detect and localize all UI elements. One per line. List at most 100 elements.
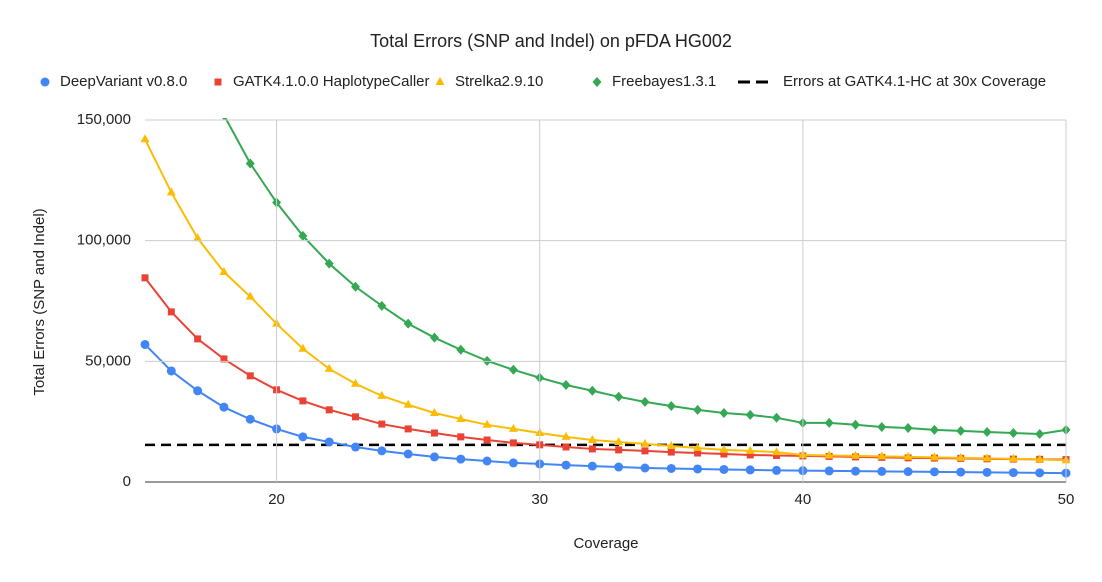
- marker: [641, 447, 649, 455]
- marker: [587, 385, 597, 396]
- marker: [877, 421, 887, 432]
- marker: [298, 343, 308, 352]
- marker: [719, 444, 729, 453]
- marker: [614, 462, 624, 472]
- marker: [850, 466, 860, 476]
- series-line: [144, 277, 1067, 461]
- marker: [404, 425, 412, 433]
- marker: [221, 118, 226, 121]
- marker: [377, 446, 387, 456]
- marker: [666, 400, 676, 411]
- marker: [615, 446, 623, 454]
- marker: [324, 258, 334, 269]
- marker: [693, 404, 703, 415]
- marker: [403, 399, 413, 408]
- y-tick-label: 0: [123, 473, 131, 490]
- x-axis-title: Coverage: [573, 535, 638, 552]
- marker: [1035, 454, 1045, 463]
- series-line: [144, 138, 1067, 462]
- marker: [773, 451, 781, 459]
- legend-marker: [40, 77, 50, 87]
- marker: [824, 466, 834, 476]
- marker: [298, 230, 308, 241]
- marker: [929, 467, 939, 477]
- marker: [403, 318, 413, 329]
- x-tick-label: 50: [1058, 491, 1075, 508]
- series-line: [224, 118, 1067, 435]
- marker: [640, 463, 650, 473]
- marker: [352, 413, 360, 421]
- marker: [429, 407, 439, 416]
- marker: [667, 448, 675, 456]
- marker: [745, 409, 755, 420]
- y-tick-label: 100,000: [77, 232, 131, 249]
- marker: [166, 187, 176, 196]
- marker: [903, 467, 913, 477]
- marker: [403, 449, 413, 459]
- marker: [640, 438, 650, 447]
- marker: [694, 449, 702, 457]
- marker: [587, 461, 597, 471]
- y-tick-label: 50,000: [85, 352, 131, 369]
- legend-marker: [592, 77, 602, 87]
- marker: [351, 442, 361, 452]
- marker: [561, 379, 571, 390]
- marker: [772, 447, 782, 456]
- marker: [666, 463, 676, 473]
- marker: [982, 467, 992, 477]
- marker: [929, 452, 939, 461]
- marker: [246, 372, 254, 380]
- marker: [483, 436, 491, 444]
- marker: [245, 291, 255, 300]
- marker: [456, 344, 466, 355]
- marker: [194, 335, 202, 343]
- marker: [508, 423, 518, 432]
- legend-label: GATK4.1.0.0 HaplotypeCaller: [233, 73, 430, 90]
- marker: [903, 451, 913, 460]
- marker: [561, 431, 571, 440]
- marker: [166, 366, 176, 376]
- marker: [456, 414, 466, 423]
- marker: [482, 419, 492, 428]
- marker: [351, 378, 361, 387]
- legend-label: Freebayes1.3.1: [612, 73, 716, 90]
- marker: [614, 436, 624, 445]
- marker: [666, 441, 676, 450]
- marker: [850, 450, 860, 459]
- marker: [298, 432, 308, 442]
- legend-marker: [435, 77, 445, 85]
- marker: [561, 460, 571, 470]
- marker: [1008, 453, 1018, 462]
- marker: [824, 450, 834, 459]
- marker: [193, 55, 202, 65]
- marker: [903, 422, 913, 433]
- marker: [509, 439, 517, 447]
- chart-title: Total Errors (SNP and Indel) on pFDA HG0…: [370, 31, 732, 51]
- marker: [587, 435, 597, 444]
- marker: [1008, 468, 1018, 478]
- marker: [745, 465, 755, 475]
- marker: [245, 414, 255, 424]
- x-tick-label: 20: [268, 491, 285, 508]
- marker: [167, 0, 176, 4]
- marker: [877, 466, 887, 476]
- x-tick-label: 40: [795, 491, 812, 508]
- marker: [772, 465, 782, 475]
- marker: [167, 308, 175, 316]
- marker: [324, 363, 334, 372]
- marker: [850, 419, 860, 430]
- marker: [429, 332, 439, 343]
- marker: [351, 281, 361, 292]
- marker: [1008, 428, 1018, 439]
- marker: [193, 386, 203, 396]
- marker: [245, 158, 255, 169]
- marker: [746, 451, 754, 459]
- marker: [745, 445, 755, 454]
- marker: [377, 300, 387, 311]
- y-axis-title: Total Errors (SNP and Indel): [31, 208, 48, 395]
- legend-label: Errors at GATK4.1-HC at 30x Coverage: [783, 73, 1046, 90]
- marker: [299, 397, 307, 405]
- marker: [719, 464, 729, 474]
- marker: [772, 412, 782, 423]
- marker: [719, 407, 729, 418]
